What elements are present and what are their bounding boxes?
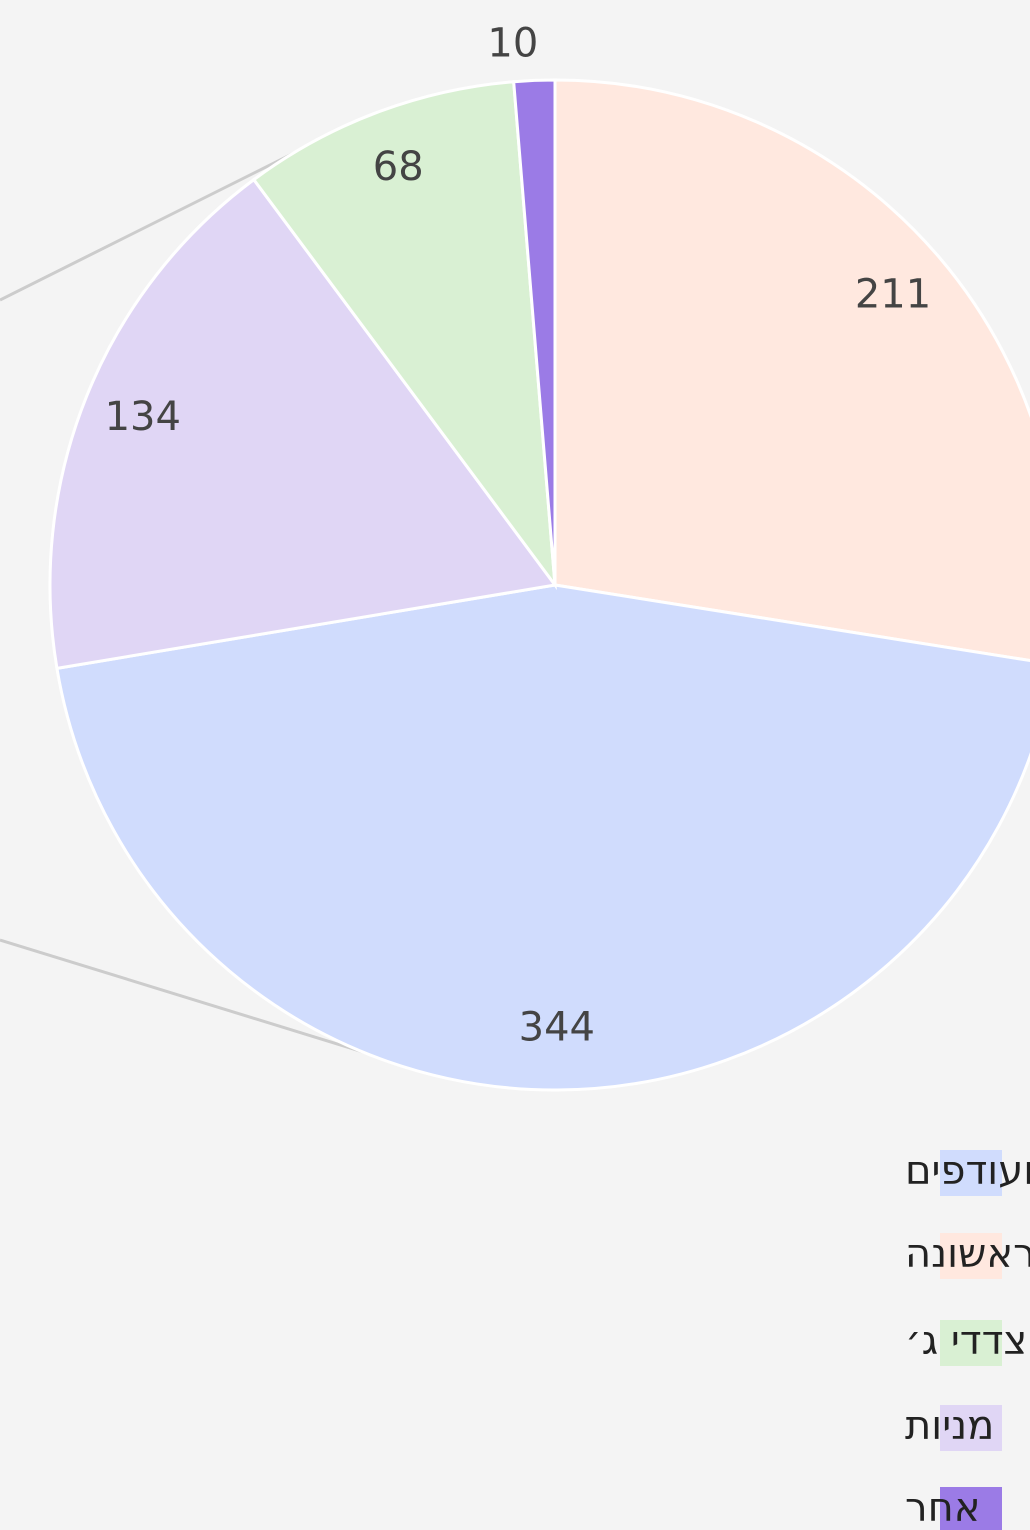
legend-swatch	[940, 1233, 1002, 1279]
legend-label: נדל״ן משכנתא דרגה שניה ועודפים	[905, 1148, 1030, 1194]
legend-label: אחר	[905, 1485, 980, 1530]
data-label: 211	[855, 271, 931, 317]
legend-label: מניות	[905, 1403, 994, 1449]
legend-label: ערבויות צדדי ג׳	[905, 1318, 1030, 1364]
pie-slice	[553, 78, 1030, 663]
connector-line	[0, 938, 416, 1070]
connector-line	[0, 133, 331, 302]
pie-slice	[251, 80, 557, 591]
legend-swatch	[940, 1150, 1002, 1196]
legend-swatch	[940, 1405, 1002, 1451]
data-label: 10	[487, 20, 538, 66]
pie-slice	[55, 583, 1030, 1092]
pie-slice	[512, 78, 557, 586]
legend-swatch	[940, 1320, 1002, 1366]
legend-swatch	[940, 1487, 1002, 1530]
pie-slice	[48, 177, 558, 671]
data-label: 68	[373, 144, 424, 190]
legend-label: נדל״ן משכנתא דרגה ראשונה	[905, 1231, 1030, 1277]
data-label: 134	[105, 394, 181, 440]
data-label: 344	[519, 1004, 595, 1050]
